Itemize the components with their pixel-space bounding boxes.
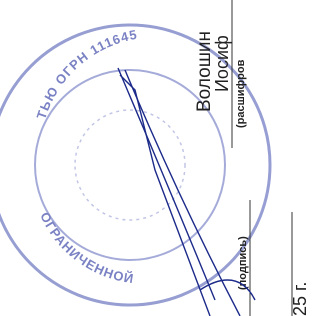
stamp-bottom-path: ОГРАНИЧЕННОЙ [37,210,135,287]
first-name: Иосиф [212,35,232,92]
date: 25 г. [290,282,310,316]
signature-stroke [125,70,240,316]
document-fragment: ТЬЮ ОГРН 111645 ОГРАНИЧЕННОЙ Волошин Иос… [0,0,319,316]
stamp-top-path: ТЬЮ ОГРН 111645 [34,27,139,121]
stamp-top-text: ТЬЮ ОГРН 111645 [34,27,139,121]
stamp-center [75,110,185,220]
decoding-label: (расшифров [235,59,247,128]
stamp-bottom-text: ОГРАНИЧЕННОЙ [37,210,135,287]
